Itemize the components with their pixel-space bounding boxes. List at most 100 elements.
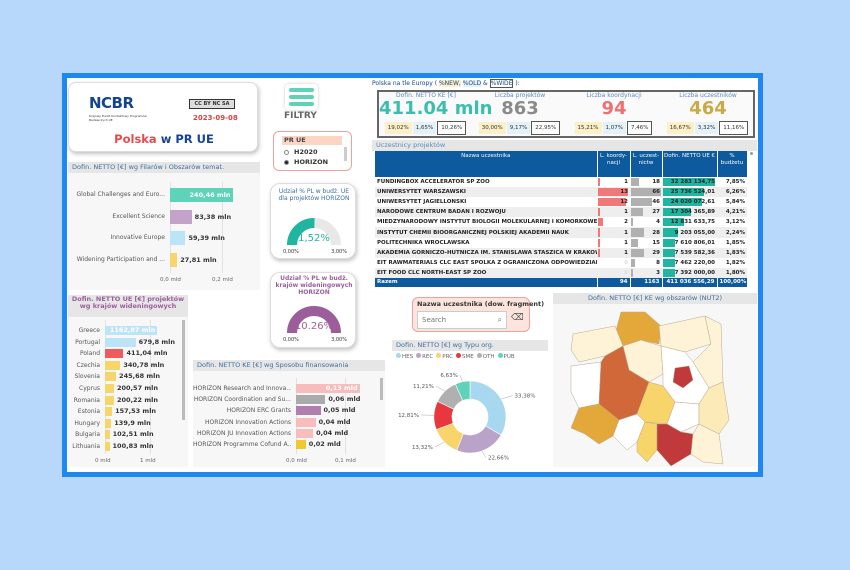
legend-item[interactable]: SME (455, 353, 474, 360)
table-row[interactable]: AKADEMIA GORNICZO-HUTNICZA IM. STANISLAW… (375, 247, 747, 258)
table-row[interactable]: MIEDZYNARODOWY INSTYTUT BIOLOGII MOLEKUL… (375, 217, 747, 227)
region-warminsko-mazurskie[interactable] (658, 315, 712, 353)
table-total-row: Razem 94 1163 411 036 556,29 100,00% (375, 277, 748, 287)
legend-dot-icon (455, 353, 461, 358)
axis-tick: 0,0 mld (160, 277, 181, 283)
bar[interactable] (105, 372, 117, 382)
bar-label: Greece (78, 327, 100, 334)
poland-map (570, 311, 730, 467)
bar[interactable] (296, 406, 321, 416)
legend-item[interactable]: PUB (497, 353, 515, 360)
donut-slice-pub[interactable] (455, 380, 471, 401)
legend-item[interactable]: OTH (476, 353, 495, 360)
part-bar (631, 208, 644, 217)
region-lubuskie[interactable] (570, 361, 602, 409)
kpi-value: 863 (501, 98, 539, 119)
column-header[interactable]: L. uczest-nictw (630, 151, 663, 177)
donut-slice-hes[interactable] (469, 380, 507, 436)
data-label: 240,46 mln (189, 191, 231, 199)
bar[interactable] (105, 407, 113, 417)
pct-new: 15,21% (574, 122, 602, 134)
region-warszawski[interactable] (672, 365, 694, 389)
data-label: 245,68 mln (119, 372, 161, 381)
region-dolnoslaskie[interactable] (570, 403, 620, 445)
bar[interactable] (105, 395, 114, 405)
coord-cell: 1 (597, 207, 630, 218)
search-input[interactable] (418, 312, 488, 328)
eraser-icon[interactable]: ⌫ (511, 313, 524, 323)
gauge-pl-share-horizon: Udział % PL w budż. UE dla projektów HOR… (270, 183, 356, 259)
axis-tick: 0,2 mld (212, 277, 233, 283)
kpi-pcts: 19,02% 1,65% 10,26% (379, 121, 473, 135)
scrollbar[interactable] (380, 378, 383, 400)
bar[interactable] (105, 360, 121, 370)
bar[interactable] (170, 252, 178, 267)
hamburger-icon[interactable] (285, 84, 318, 110)
region-podkarpackie[interactable] (690, 423, 724, 465)
coord-cell: 1 (597, 247, 630, 258)
table-row[interactable]: UNIWERSYTET JAGIELLONSKI 12 46 24 020 072,6… (375, 197, 747, 207)
column-header[interactable]: L. koordy-nacji (597, 151, 631, 177)
table-row[interactable]: FUNDINGBOX ACCELERATOR SP ZOO 1 18 32 283 1… (375, 177, 747, 187)
legend-item[interactable]: HES (396, 353, 414, 360)
legend-item[interactable]: PRC (436, 353, 453, 360)
radio-icon[interactable] (284, 159, 289, 165)
map-title: Dofin. NETTO [€] KE wg obszarów (NUT2) (553, 293, 757, 304)
column-header[interactable]: Dofin. NETTO UE € (662, 151, 718, 177)
total-cell: 411 036 556,29 (662, 277, 718, 287)
pct-new: 30,00% (478, 122, 506, 134)
bar[interactable] (170, 209, 192, 224)
bar[interactable] (296, 384, 360, 393)
table-row[interactable]: INSTYTUT CHEMII BIOORGANICZNEJ POLSKIEJ … (375, 227, 747, 238)
bar-label: HORIZON ERC Grants (226, 407, 291, 415)
table-row[interactable]: NARODOWE CENTRUM BADAN I ROZWOJU 1 27 17 30… (375, 207, 747, 218)
donut-chart: 33,38% 22,66% 13,32% 12,81% 11,21% 6,63% HES R… (392, 351, 548, 467)
filters-label[interactable]: FILTRY (284, 111, 317, 121)
bar[interactable] (105, 430, 110, 440)
pct-wide: 22,95% (531, 121, 561, 135)
radio-icon[interactable] (284, 149, 289, 155)
bar[interactable] (170, 231, 186, 245)
table-scrollbar[interactable] (750, 152, 753, 155)
bar[interactable] (105, 418, 112, 428)
bar-label: HORIZON Coordination and Su... (193, 396, 291, 404)
legend-label: HES (402, 354, 414, 360)
participant-name: AKADEMIA GORNICZO-HUTNICZA IM. STANISLAW… (375, 247, 597, 258)
legend-item[interactable]: REC (416, 353, 433, 360)
bar[interactable] (296, 440, 306, 449)
bar[interactable] (105, 349, 124, 359)
search-icon[interactable]: ⌕ (497, 315, 502, 324)
table-row[interactable]: EIT RAWMATERIALS CLC EAST SPOLKA Z OGRAN… (375, 258, 747, 268)
column-header[interactable]: % budżetu (717, 151, 748, 177)
bar[interactable] (105, 337, 136, 347)
data-label: 340,78 mln (123, 360, 165, 369)
slice-label: 11,21% (413, 384, 434, 390)
column-header[interactable]: Nazwa uczestnika (375, 151, 598, 177)
slicer-option-h2020[interactable]: H2020 (284, 148, 318, 156)
table-row[interactable]: EIT FOOD CLC NORTH-EAST SP ZOO 0 3 7 392 00… (375, 267, 747, 278)
kpi-box: Dofin. NETTO KE [€] 411.04 mln 19,02% 1,65%… (377, 90, 755, 138)
bar[interactable] (105, 326, 158, 335)
coord-cell: 1 (597, 227, 630, 238)
gauge-value: 1,52% (298, 233, 330, 244)
bar[interactable] (105, 442, 110, 451)
bar[interactable] (105, 384, 115, 393)
bar[interactable] (296, 395, 326, 405)
axis-tick: 0 mld (95, 458, 111, 464)
bar[interactable] (170, 188, 233, 202)
bar[interactable] (296, 428, 314, 438)
participant-name: INSTYTUT CHEMII BIOORGANICZNEJ POLSKIEJ … (375, 227, 597, 238)
kpi-card: Liczba koordynacji 94 15,21% 1,07% 7,46% (567, 92, 661, 136)
table-row[interactable]: POLITECHNIKA WROCLAWSKA 1 15 7 610 806,01 1,… (375, 238, 747, 248)
data-label: 0,05 mld (323, 406, 356, 415)
part-value: 4 (656, 219, 660, 226)
table-row[interactable]: UNIWERSYTET WARSZAWSKI 13 66 25 736 524,01 6… (375, 187, 747, 198)
data-label: 83,38 mln (194, 212, 232, 221)
slicer-option-horizon[interactable]: HORIZON (284, 158, 328, 166)
part-value: 15 (652, 239, 660, 246)
slicer-scrollbar[interactable] (344, 147, 347, 161)
scrollbar[interactable] (182, 320, 185, 420)
bar[interactable] (296, 417, 316, 427)
region-malopolskie[interactable] (656, 423, 694, 467)
funding-value: 25 736 524,01 (670, 189, 715, 196)
